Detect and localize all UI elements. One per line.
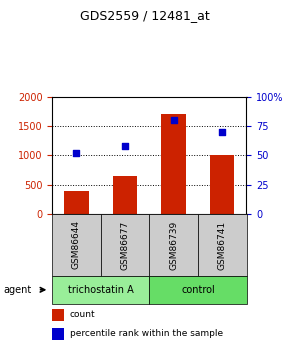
FancyBboxPatch shape: [101, 214, 149, 276]
FancyBboxPatch shape: [52, 214, 101, 276]
Bar: [64, 191, 89, 214]
Bar: [113, 176, 137, 214]
Bar: [210, 155, 234, 214]
Text: GSM86739: GSM86739: [169, 220, 178, 269]
Point: [220, 129, 224, 135]
Point: [74, 150, 79, 156]
Text: trichostatin A: trichostatin A: [68, 285, 134, 295]
Text: GDS2559 / 12481_at: GDS2559 / 12481_at: [80, 9, 210, 22]
Text: count: count: [70, 310, 95, 319]
Text: percentile rank within the sample: percentile rank within the sample: [70, 329, 223, 338]
FancyBboxPatch shape: [149, 276, 246, 304]
Point: [123, 143, 127, 149]
Point: [171, 117, 176, 123]
FancyBboxPatch shape: [198, 214, 246, 276]
Text: control: control: [181, 285, 215, 295]
Text: GSM86741: GSM86741: [218, 220, 227, 269]
Bar: [162, 114, 186, 214]
Text: agent: agent: [3, 285, 31, 295]
FancyBboxPatch shape: [52, 276, 149, 304]
Text: GSM86677: GSM86677: [121, 220, 130, 269]
Text: GSM86644: GSM86644: [72, 220, 81, 269]
FancyBboxPatch shape: [149, 214, 198, 276]
